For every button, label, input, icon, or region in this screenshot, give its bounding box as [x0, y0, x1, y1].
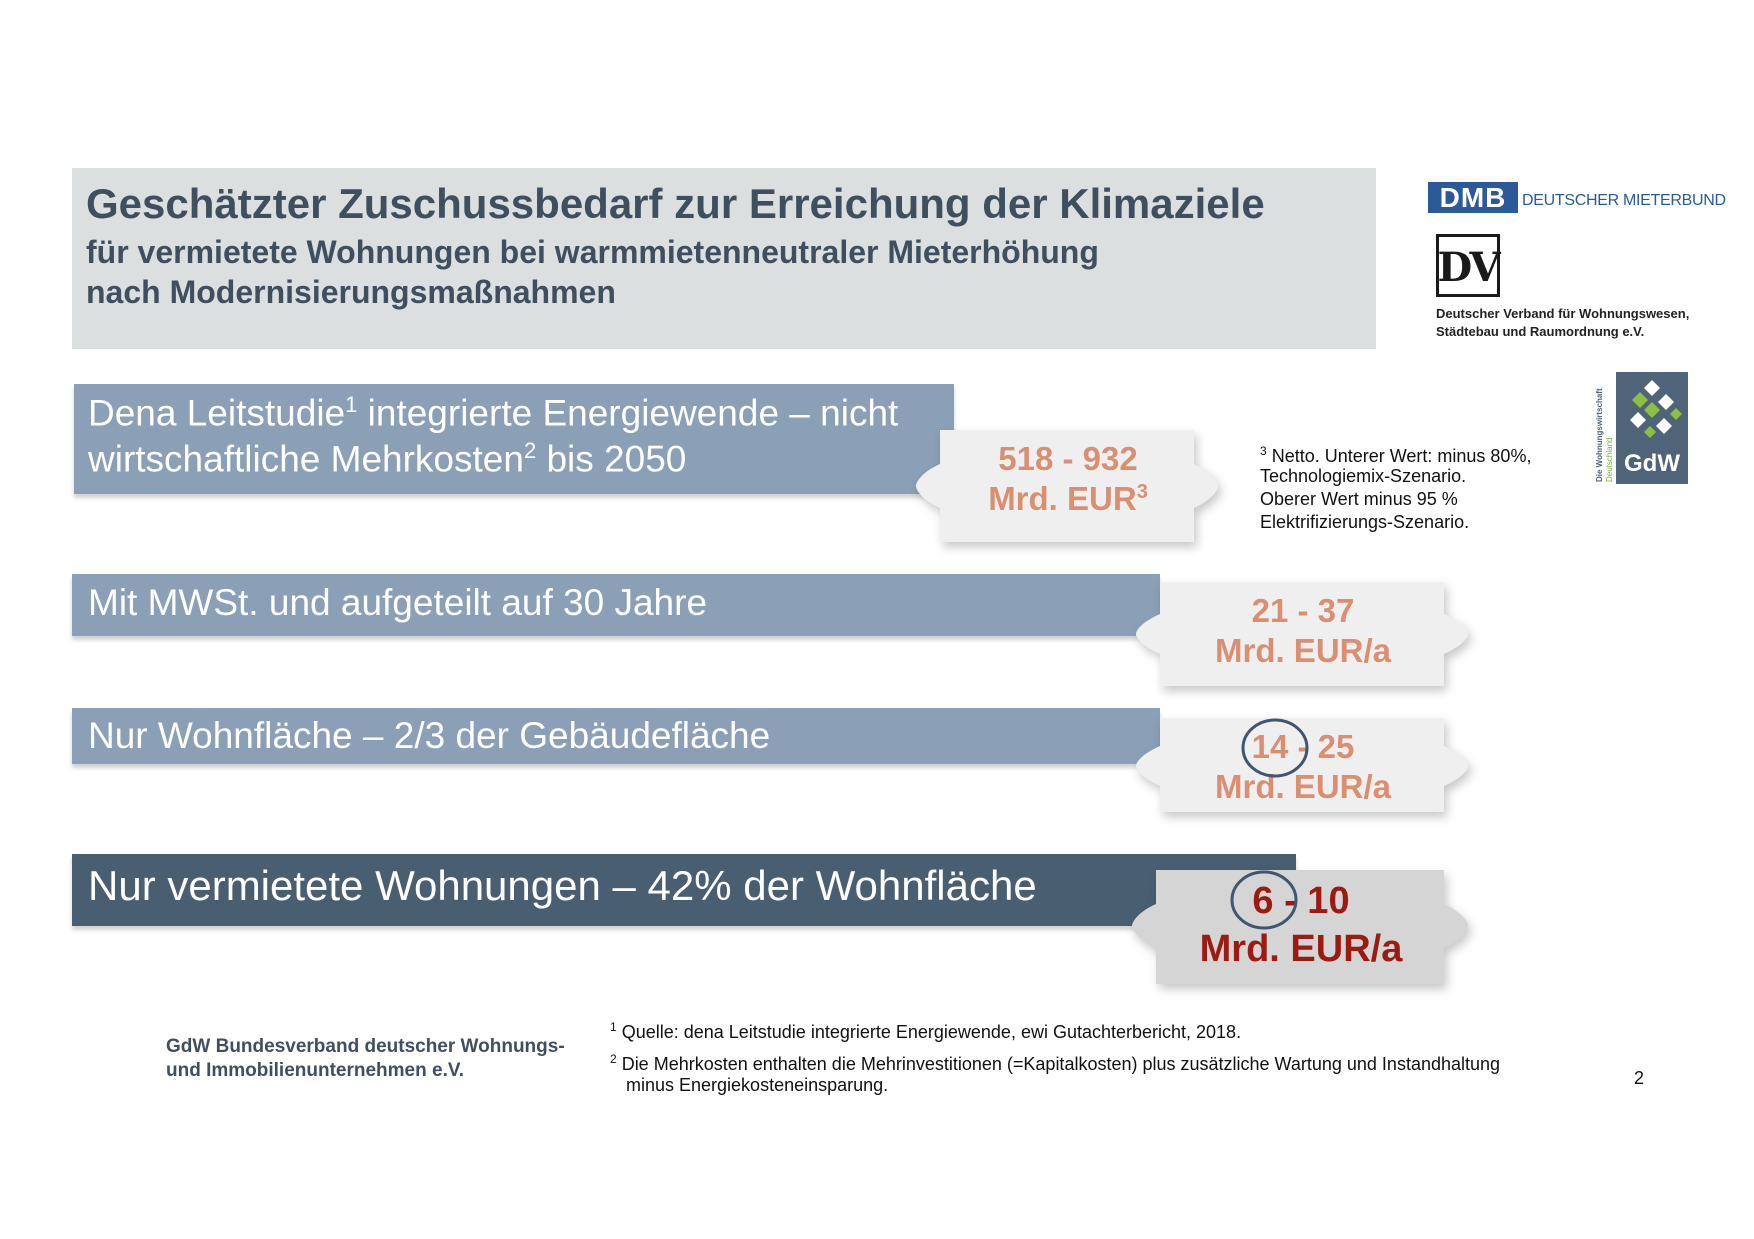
- row2-label: Mit MWSt. und aufgeteilt auf 30 Jahre: [88, 582, 708, 623]
- row4-value-line2: Mrd. EUR/a: [1199, 928, 1403, 970]
- note3-line4: Elektrifizierungs-Szenario.: [1260, 512, 1470, 532]
- row1-label-line2: wirtschaftliche Mehrkosten2 bis 2050: [88, 438, 687, 480]
- row4-value-callout: [1132, 870, 1468, 984]
- dmb-logo: DMB: [1428, 182, 1518, 213]
- row4-value-line1: 6 - 10: [1252, 880, 1350, 922]
- title-banner: [72, 168, 1376, 349]
- row3-label: Nur Wohnfläche – 2/3 der Gebäudefläche: [88, 715, 771, 756]
- footnote-2-line1: 2 Die Mehrkosten enthalten die Mehrinves…: [610, 1052, 1501, 1074]
- footnote-2-line2: minus Energiekosteneinsparung.: [626, 1075, 889, 1095]
- slide-subtitle-line2: nach Modernisierungsmaßnahmen: [86, 274, 616, 310]
- row2-value-callout: [1136, 582, 1468, 686]
- note3-line1: 3 Netto. Unterer Wert: minus 80%,: [1260, 444, 1532, 466]
- page-number: 2: [1634, 1068, 1645, 1088]
- gdw-logo-vertical-text: Die Wohnungswirtschaft Deutschland: [1595, 388, 1614, 482]
- row1-value-callout: [916, 430, 1218, 542]
- dv-logo: [1436, 234, 1500, 297]
- footnote-1: 1 Quelle: dena Leitstudie integrierte En…: [610, 1020, 1242, 1042]
- dv-logo-abbr: DV: [1437, 244, 1500, 291]
- note3-line2: Technologiemix-Szenario.: [1260, 466, 1467, 486]
- slide-subtitle-line1: für vermietete Wohnungen bei warmmietenn…: [86, 234, 1099, 270]
- row2-value-line2: Mrd. EUR/a: [1214, 632, 1392, 669]
- gdw-vertical-line1: Die Wohnungswirtschaft: [1595, 388, 1604, 482]
- slide-title: Geschätzter Zuschussbedarf zur Erreichun…: [86, 180, 1265, 227]
- dv-logo-name-line2: Städtebau und Raumordnung e.V.: [1436, 324, 1645, 339]
- gdw-logo-abbr: GdW: [1624, 450, 1680, 477]
- row1-bar: [74, 384, 954, 494]
- note3-line3: Oberer Wert minus 95 %: [1260, 489, 1458, 509]
- dmb-logo-name: DEUTSCHER MIETERBUND: [1522, 192, 1726, 209]
- gdw-logo-diamonds-icon: [1630, 380, 1682, 438]
- row1-value-line2: Mrd. EUR3: [988, 480, 1148, 517]
- row4-highlight-circle: [1230, 870, 1298, 930]
- row3-value-line2: Mrd. EUR/a: [1214, 768, 1392, 805]
- row1-label-line1: Dena Leitstudie1 integrierte Energiewend…: [88, 392, 899, 434]
- gdw-vertical-line2: Deutschland: [1605, 438, 1614, 482]
- row2-value-line1: 21 - 37: [1251, 592, 1355, 629]
- footer-org-line2: und Immobilienunternehmen e.V.: [166, 1060, 465, 1081]
- dv-logo-name-line1: Deutscher Verband für Wohnungswesen,: [1436, 306, 1690, 321]
- gdw-logo: [1616, 372, 1688, 484]
- row4-bar: [72, 854, 1296, 926]
- row4-label: Nur vermietete Wohnungen – 42% der Wohnf…: [88, 862, 1037, 909]
- row3-highlight-circle: [1241, 718, 1309, 778]
- footer-org-line1: GdW Bundesverband deutscher Wohnungs-: [166, 1036, 565, 1057]
- row3-bar: [72, 708, 1160, 764]
- row1-value-line1: 518 - 932: [998, 440, 1138, 477]
- row2-bar: [72, 574, 1160, 636]
